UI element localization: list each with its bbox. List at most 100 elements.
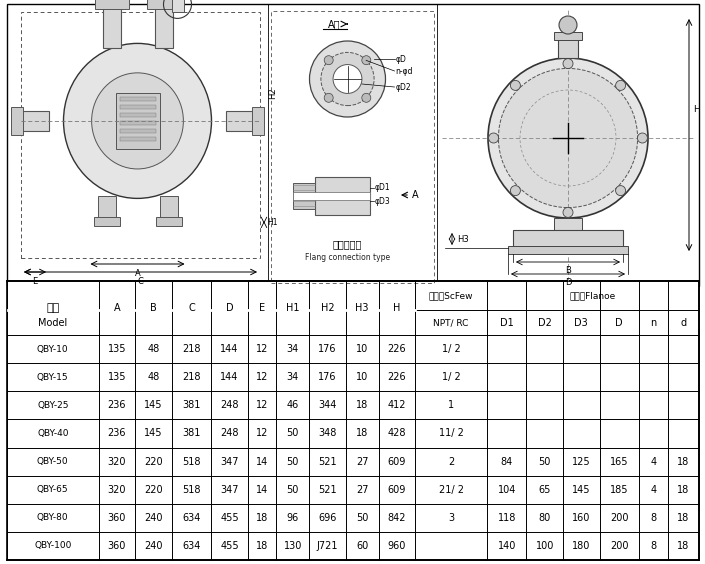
Circle shape [637, 133, 647, 143]
Text: 46: 46 [287, 400, 299, 411]
Text: 8: 8 [650, 513, 656, 523]
Text: 14: 14 [256, 484, 268, 495]
Text: H3: H3 [457, 236, 469, 245]
Circle shape [563, 208, 573, 217]
Text: 226: 226 [388, 372, 406, 382]
Text: 428: 428 [388, 429, 406, 438]
Text: 960: 960 [388, 541, 406, 551]
Text: 65: 65 [539, 484, 551, 495]
Bar [97, 196, 116, 218]
Text: 240: 240 [145, 513, 163, 523]
Text: d: d [680, 318, 687, 328]
Text: 12: 12 [256, 372, 269, 382]
Circle shape [488, 58, 648, 218]
Text: n: n [650, 318, 656, 328]
Bar [94, 217, 120, 226]
Text: 165: 165 [610, 457, 628, 466]
Bar [171, 0, 183, 12]
Circle shape [324, 93, 333, 102]
Bar [7, 4, 699, 286]
Text: H: H [393, 303, 400, 313]
Text: 50: 50 [356, 513, 368, 523]
Text: 348: 348 [318, 429, 337, 438]
Text: 8: 8 [650, 541, 656, 551]
Text: E: E [32, 277, 37, 286]
Text: n-φd: n-φd [396, 67, 413, 76]
Text: 236: 236 [108, 429, 126, 438]
Text: H1: H1 [267, 218, 278, 227]
Text: 144: 144 [220, 372, 238, 382]
Text: 螺紋式ScFew: 螺紋式ScFew [429, 291, 473, 300]
Text: 344: 344 [318, 400, 337, 411]
Bar [252, 107, 264, 135]
Text: QBY-50: QBY-50 [37, 457, 68, 466]
Bar [21, 111, 49, 131]
Text: H3: H3 [355, 303, 369, 313]
Bar [120, 121, 156, 125]
Bar [293, 183, 315, 209]
Circle shape [498, 68, 637, 208]
Circle shape [559, 16, 577, 34]
Bar [554, 218, 582, 230]
Text: 521: 521 [318, 484, 337, 495]
Ellipse shape [92, 73, 183, 169]
Text: D2: D2 [538, 318, 551, 328]
Text: A向: A向 [329, 19, 341, 29]
Text: 法兰式Flanoe: 法兰式Flanoe [570, 291, 616, 300]
Text: 12: 12 [256, 429, 269, 438]
Text: A: A [412, 190, 419, 200]
Text: 18: 18 [678, 457, 689, 466]
Text: QBY-10: QBY-10 [37, 345, 68, 354]
Text: 50: 50 [287, 429, 299, 438]
Text: 145: 145 [145, 400, 163, 411]
Text: 3: 3 [448, 513, 454, 523]
Text: 18: 18 [256, 513, 268, 523]
Text: 518: 518 [182, 457, 201, 466]
Text: 130: 130 [283, 541, 302, 551]
Text: 18: 18 [678, 484, 689, 495]
Text: 法兰式连接: 法兰式连接 [333, 239, 362, 249]
Text: 10: 10 [356, 372, 368, 382]
Text: 1: 1 [448, 400, 454, 411]
Text: 60: 60 [356, 541, 368, 551]
Text: 104: 104 [498, 484, 516, 495]
Text: 18: 18 [678, 541, 689, 551]
Bar [120, 97, 156, 101]
Text: QBY-80: QBY-80 [37, 513, 68, 522]
Circle shape [321, 52, 374, 105]
Circle shape [362, 56, 371, 65]
Text: D3: D3 [575, 318, 588, 328]
Text: 609: 609 [388, 484, 406, 495]
Circle shape [489, 133, 498, 143]
Bar [293, 192, 370, 200]
Text: A: A [114, 303, 120, 313]
Circle shape [362, 93, 371, 102]
Text: 200: 200 [610, 513, 628, 523]
Circle shape [563, 59, 573, 69]
Text: 381: 381 [183, 400, 201, 411]
Bar [7, 281, 699, 560]
Text: NPT∕ RC: NPT∕ RC [434, 318, 469, 327]
Text: 347: 347 [220, 484, 238, 495]
Text: 634: 634 [183, 541, 201, 551]
Bar [116, 93, 159, 149]
Text: 135: 135 [108, 344, 126, 354]
Text: B: B [150, 303, 157, 313]
Text: 96: 96 [287, 513, 299, 523]
Text: 320: 320 [108, 457, 126, 466]
Text: D: D [565, 278, 571, 287]
Text: 145: 145 [145, 429, 163, 438]
Text: C: C [188, 303, 195, 313]
Text: 696: 696 [318, 513, 337, 523]
Bar [120, 105, 156, 109]
Text: B: B [565, 266, 571, 275]
Bar [554, 32, 582, 40]
Bar [513, 230, 623, 248]
Text: Flang connection type: Flang connection type [305, 253, 390, 262]
Text: 320: 320 [108, 484, 126, 495]
Bar [147, 0, 180, 10]
Text: 236: 236 [108, 400, 126, 411]
Text: 50: 50 [287, 457, 299, 466]
Text: A: A [135, 269, 140, 278]
Bar [21, 12, 260, 258]
